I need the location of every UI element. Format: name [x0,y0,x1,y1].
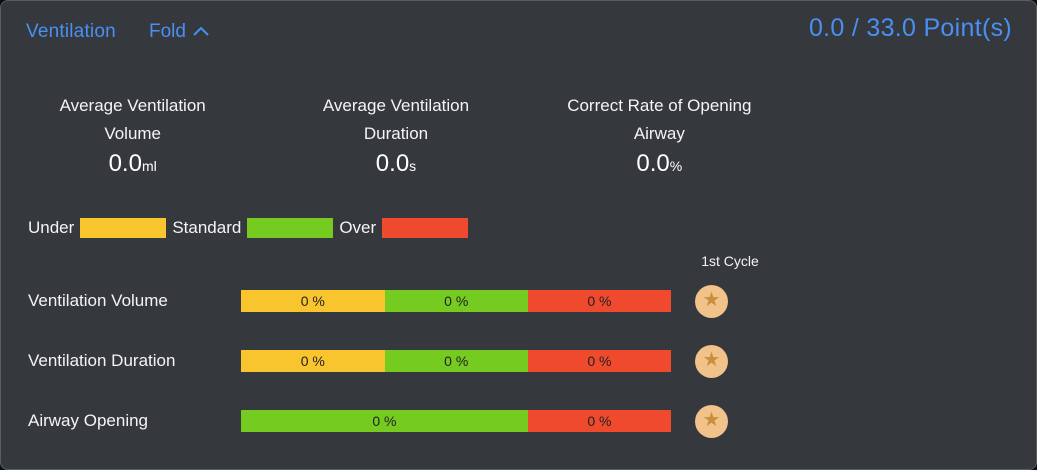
legend: Under Standard Over [28,218,469,238]
legend-label-over: Over [339,218,377,237]
bar-segment: 0 % [527,410,671,432]
stats-row: Average Ventilation Volume 0.0ml Average… [1,92,791,178]
stat-correct-rate-opening-airway: Correct Rate of Opening Airway 0.0% [528,92,791,178]
stat-label: Duration [363,124,429,143]
stat-label: Airway [633,124,685,143]
star-icon: ★ [702,289,721,311]
points-score: 0.0 / 33.0 Point(s) [808,14,1012,42]
star-icon: ★ [702,409,721,431]
bar-segment: 0 % [241,290,385,312]
star-badge: ★ [695,284,728,318]
cycle-column-header: 1st Cycle [701,253,759,269]
stat-average-ventilation-volume: Average Ventilation Volume 0.0ml [1,92,264,178]
rows: Ventilation Volume 0 % 0 % 0 % ★ Ventilation … [1,271,1037,451]
star-badge: ★ [695,344,728,378]
fold-toggle[interactable]: Fold [149,21,210,43]
row-label: Airway Opening [28,411,149,430]
bar-segment: 0 % [241,350,385,372]
chevron-up-icon [192,21,210,43]
bar-segment: 0 % [527,290,671,312]
stat-value: 0.0s [375,150,417,177]
legend-label-standard: Standard [172,218,242,237]
legend-swatch-under [80,218,167,238]
row-label: Ventilation Duration [28,351,176,370]
stat-label: Volume [104,124,162,143]
bar-row: Ventilation Duration 0 % 0 % 0 % ★ [1,331,1037,391]
fold-label: Fold [149,21,186,42]
stat-value: 0.0% [636,150,683,177]
segmented-bar: 0 % 0 % 0 % [241,290,671,312]
row-label: Ventilation Volume [28,291,168,310]
legend-label-under: Under [28,218,75,237]
stat-value: 0.0ml [108,150,157,177]
legend-swatch-over [382,218,469,238]
stat-label: Average Ventilation [322,96,470,115]
bar-segment: 0 % [241,410,528,432]
panel-title: Ventilation [26,21,116,42]
bar-segment: 0 % [527,350,671,372]
stat-label: Average Ventilation [59,96,206,115]
bar-segment: 0 % [384,290,528,312]
bar-segment: 0 % [384,350,528,372]
bar-row: Ventilation Volume 0 % 0 % 0 % ★ [1,271,1037,331]
star-icon: ★ [702,349,721,371]
star-badge: ★ [695,404,728,438]
segmented-bar: 0 % 0 % [241,410,671,432]
stat-label: Correct Rate of Opening [567,96,752,115]
segmented-bar: 0 % 0 % 0 % [241,350,671,372]
stat-average-ventilation-duration: Average Ventilation Duration 0.0s [264,92,527,178]
legend-swatch-standard [247,218,334,238]
bar-row: Airway Opening 0 % 0 % ★ [1,391,1037,451]
